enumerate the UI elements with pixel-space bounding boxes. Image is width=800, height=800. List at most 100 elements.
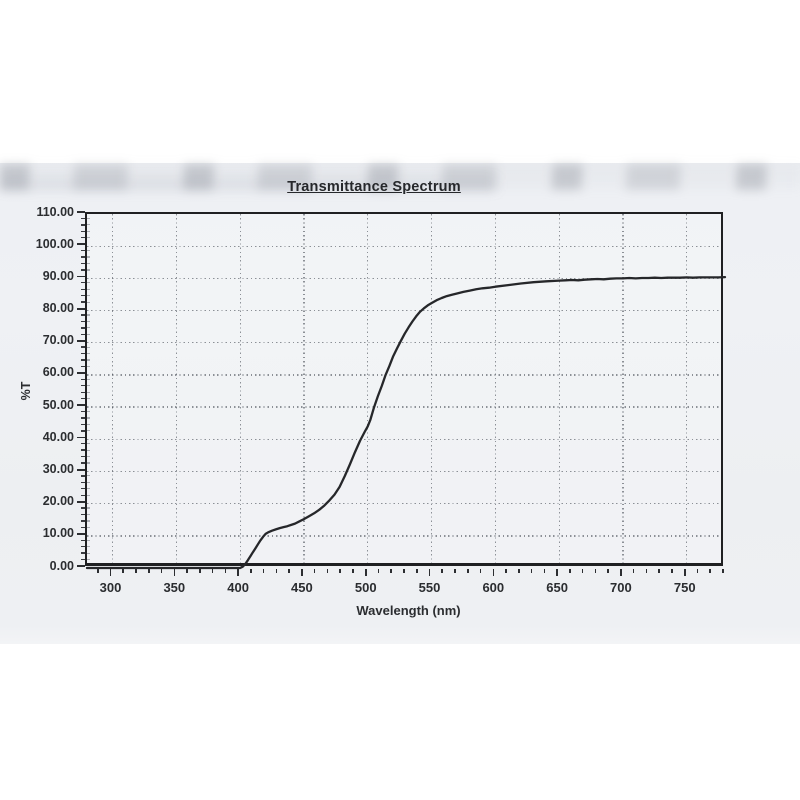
y-tick-inner <box>87 353 90 355</box>
y-tick-label: 70.00 <box>42 333 74 348</box>
transmittance-curve <box>85 275 727 570</box>
y-tick <box>81 346 85 348</box>
x-gridline <box>303 214 305 563</box>
y-tick <box>81 455 85 458</box>
x-tick <box>671 569 673 573</box>
x-tick <box>415 569 418 573</box>
y-tick <box>77 533 85 535</box>
y-tick-inner <box>87 494 90 496</box>
x-gridline <box>494 214 497 563</box>
y-gridline <box>87 277 721 280</box>
y-tick <box>81 423 85 426</box>
y-gridline <box>87 406 721 408</box>
y-tick <box>77 307 85 310</box>
y-tick <box>81 288 85 290</box>
y-tick-label: 110.00 <box>36 204 74 219</box>
x-tick-label: 700 <box>610 580 632 595</box>
x-tick <box>556 569 558 576</box>
y-tick <box>81 333 85 335</box>
y-tick <box>81 365 85 368</box>
y-tick <box>81 397 85 400</box>
y-gridline <box>87 470 721 473</box>
y-tick-inner <box>87 398 90 400</box>
y-tick <box>77 275 85 278</box>
x-gridline <box>367 214 369 563</box>
y-tick-inner <box>87 449 90 451</box>
y-tick-label: 10.00 <box>42 526 74 541</box>
x-tick <box>275 569 278 573</box>
y-tick-inner <box>87 346 90 348</box>
y-tick <box>81 558 85 561</box>
y-tick-inner <box>87 417 90 419</box>
y-tick <box>77 340 85 342</box>
x-tick <box>250 569 252 573</box>
x-tick <box>211 569 214 573</box>
y-gridline <box>87 245 721 247</box>
x-tick <box>135 569 137 573</box>
y-tick <box>81 256 85 258</box>
y-tick <box>81 224 85 226</box>
x-tick <box>109 569 112 576</box>
y-axis-title: %T <box>19 381 33 401</box>
x-tick <box>160 569 163 573</box>
y-tick <box>81 443 85 445</box>
x-tick <box>96 569 99 573</box>
y-tick-inner <box>87 256 90 258</box>
y-tick-inner <box>87 269 90 271</box>
photo-edge-smudge <box>0 164 800 190</box>
y-tick <box>77 565 85 568</box>
y-tick-inner <box>87 462 90 464</box>
y-tick <box>81 449 85 451</box>
x-tick <box>377 569 380 573</box>
y-tick <box>81 262 85 265</box>
y-tick-inner <box>87 391 90 393</box>
x-tick-label: 650 <box>546 580 568 595</box>
x-tick <box>237 569 239 576</box>
y-tick-inner <box>87 410 90 413</box>
x-tick <box>645 569 648 573</box>
x-tick-label: 400 <box>227 580 249 595</box>
x-tick <box>173 569 176 576</box>
y-tick-inner <box>87 282 90 284</box>
x-tick <box>467 569 469 573</box>
x-tick-label: 450 <box>291 580 313 595</box>
y-tick <box>81 314 85 316</box>
y-tick <box>81 352 85 355</box>
y-tick <box>77 372 85 374</box>
y-tick <box>81 513 85 516</box>
y-tick <box>81 320 85 323</box>
y-tick-label: 100.00 <box>35 236 74 251</box>
y-gridline <box>87 438 721 440</box>
y-tick-inner <box>87 301 90 303</box>
y-tick <box>81 417 85 419</box>
y-tick <box>81 385 85 387</box>
x-tick <box>594 569 597 573</box>
x-tick <box>543 569 546 573</box>
x-tick <box>709 569 712 573</box>
x-tick <box>569 569 571 573</box>
y-gridline <box>87 535 721 537</box>
x-gridline <box>239 214 241 563</box>
x-tick-label: 350 <box>163 580 186 595</box>
y-tick <box>77 243 85 246</box>
y-tick-inner <box>87 558 90 561</box>
x-tick <box>122 569 125 573</box>
x-gridline <box>622 214 624 563</box>
paper-photo-region: Transmittance Spectrum 0.00 10.00 20.00 30.… <box>0 163 800 644</box>
y-tick-inner <box>87 333 90 335</box>
x-tick <box>581 569 584 573</box>
x-tick-label: 550 <box>418 580 441 595</box>
x-tick <box>607 569 609 573</box>
x-tick-label: 500 <box>354 580 377 595</box>
x-tick <box>390 569 393 573</box>
y-tick-inner <box>87 327 90 329</box>
x-tick <box>288 569 290 573</box>
y-tick <box>81 217 85 220</box>
photo-edge-smudge-2 <box>0 179 496 190</box>
y-tick <box>77 500 85 503</box>
y-tick-inner <box>87 250 90 252</box>
y-tick <box>81 539 85 541</box>
y-tick <box>81 462 85 464</box>
y-tick-inner <box>87 288 90 290</box>
x-tick <box>301 569 303 576</box>
